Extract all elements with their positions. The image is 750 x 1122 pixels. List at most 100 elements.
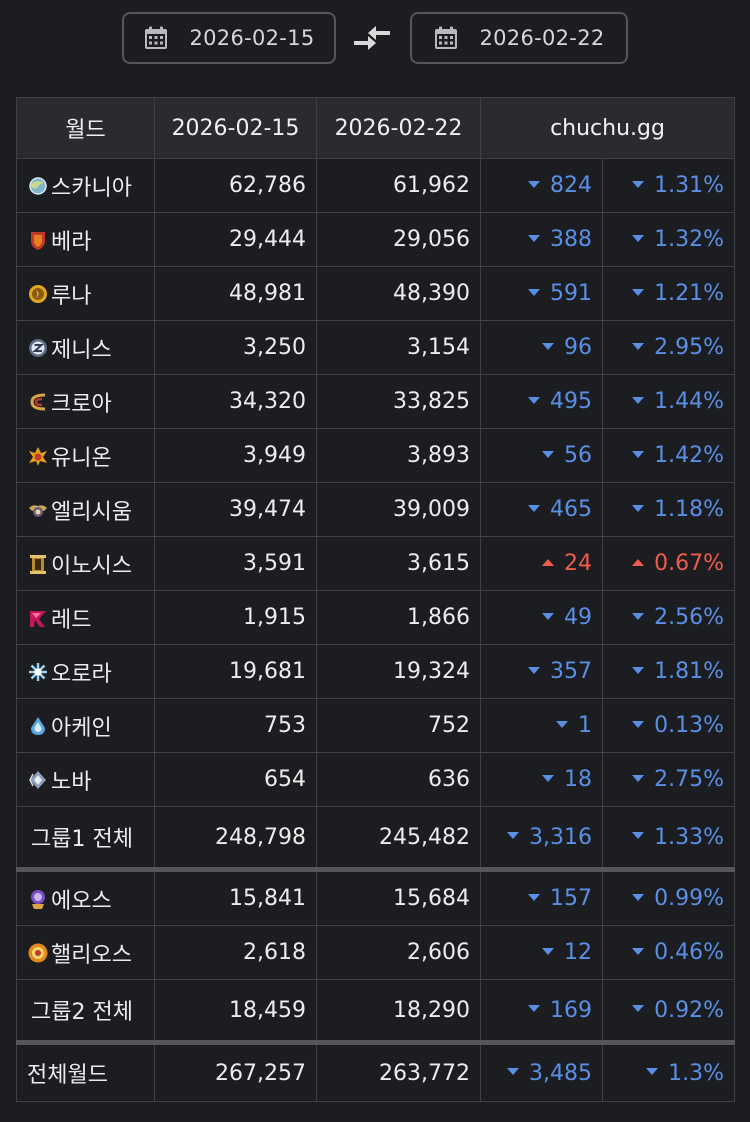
world-name: 루나 <box>51 283 92 309</box>
change-percent-value: 0.99% <box>654 886 725 911</box>
end-date-label: 2026-02-22 <box>479 26 605 50</box>
change-percent: 0.92% <box>601 979 736 1043</box>
croa-world-icon <box>30 393 46 410</box>
caret-down-icon <box>507 832 520 839</box>
count-from: 3,949 <box>154 428 317 483</box>
caret-down-icon <box>632 288 645 296</box>
helios-world-icon <box>28 943 48 962</box>
change-count: 495 <box>480 374 603 429</box>
caret-down-icon <box>556 720 568 728</box>
table-row: 제니스 3,250 3,154 96 2.95% <box>16 320 736 375</box>
change-percent: 2.56% <box>601 590 736 645</box>
count-to: 29,056 <box>316 212 481 267</box>
change-percent-value: 0.46% <box>654 940 725 965</box>
count-from: 48,981 <box>154 266 317 321</box>
world-population-table: 월드 2026-02-15 2026-02-22 chuchu.gg 스카니아 6… <box>16 97 736 1102</box>
world-cell: 크로아 <box>16 374 155 429</box>
caret-down-icon <box>632 720 645 728</box>
caret-down-icon <box>528 180 540 188</box>
caret-down-icon <box>542 947 554 955</box>
change-count-value: 495 <box>550 389 592 414</box>
world-cell: 레드 <box>16 590 155 645</box>
table-row: 스카니아 62,786 61,962 824 1.31% <box>16 158 736 213</box>
arcane-world-icon <box>31 716 45 735</box>
change-percent: 2.95% <box>601 320 736 375</box>
eos-world-icon <box>31 889 45 909</box>
change-percent: 1.42% <box>601 428 736 483</box>
count-to: 3,154 <box>316 320 481 375</box>
table-row: 유니온 3,949 3,893 56 1.42% <box>16 428 736 483</box>
table-row: 핼리오스 2,618 2,606 12 0.46% <box>16 925 736 980</box>
caret-down-icon <box>542 612 554 620</box>
caret-down-icon <box>528 893 540 901</box>
table-row: 아케인 753 752 1 0.13% <box>16 698 736 753</box>
count-from: 18,459 <box>154 979 317 1043</box>
caret-down-icon <box>542 450 554 458</box>
change-count-value: 18 <box>564 767 592 792</box>
change-percent-value: 0.67% <box>654 551 725 576</box>
world-name: 이노시스 <box>51 553 132 579</box>
change-percent: 1.33% <box>601 806 736 870</box>
change-percent-value: 2.56% <box>654 605 725 630</box>
table-row: 루나 48,981 48,390 591 1.21% <box>16 266 736 321</box>
change-percent: 2.75% <box>601 752 736 807</box>
zenith-world-icon <box>29 338 47 357</box>
caret-down-icon <box>528 504 540 512</box>
world-name: 핼리오스 <box>51 942 132 968</box>
count-from: 267,257 <box>154 1040 317 1102</box>
change-count-value: 3,316 <box>529 824 592 850</box>
change-percent-value: 1.32% <box>654 227 725 252</box>
change-percent-value: 2.75% <box>654 767 725 792</box>
count-to: 752 <box>316 698 481 753</box>
change-count: 1 <box>480 698 603 753</box>
count-from: 1,915 <box>154 590 317 645</box>
change-count-value: 56 <box>564 443 592 468</box>
swap-arrows-icon[interactable] <box>352 24 392 54</box>
caret-down-icon <box>632 504 645 512</box>
caret-down-icon <box>528 234 540 242</box>
change-count: 3,485 <box>480 1040 603 1102</box>
header-date-from: 2026-02-15 <box>154 97 317 159</box>
table-row: 이노시스 3,591 3,615 24 0.67% <box>16 536 736 591</box>
caret-down-icon <box>542 774 554 782</box>
count-from: 2,618 <box>154 925 317 980</box>
caret-down-icon <box>632 774 645 782</box>
table-row: 베라 29,444 29,056 388 1.32% <box>16 212 736 267</box>
count-from: 3,591 <box>154 536 317 591</box>
change-count: 56 <box>480 428 603 483</box>
start-date-button[interactable]: 2026-02-15 <box>122 12 336 64</box>
caret-down-icon <box>632 234 645 242</box>
count-from: 3,250 <box>154 320 317 375</box>
caret-down-icon <box>528 1005 540 1012</box>
table-row: 엘리시움 39,474 39,009 465 1.18% <box>16 482 736 537</box>
change-count-value: 465 <box>550 497 592 522</box>
world-name: 노바 <box>51 769 92 795</box>
end-date-button[interactable]: 2026-02-22 <box>410 12 628 64</box>
caret-down-icon <box>646 1068 659 1075</box>
world-cell: 아케인 <box>16 698 155 753</box>
change-count-value: 12 <box>564 940 592 965</box>
caret-down-icon <box>632 666 645 674</box>
caret-up-icon <box>632 558 645 566</box>
change-count-value: 824 <box>550 173 592 198</box>
change-count-value: 591 <box>550 281 592 306</box>
change-count: 169 <box>480 979 603 1043</box>
change-count: 388 <box>480 212 603 267</box>
count-to: 15,684 <box>316 867 481 926</box>
change-percent-value: 1.81% <box>654 659 725 684</box>
caret-down-icon <box>632 893 645 901</box>
change-percent: 1.31% <box>601 158 736 213</box>
world-name: 크로아 <box>51 391 112 417</box>
count-from: 29,444 <box>154 212 317 267</box>
change-count: 18 <box>480 752 603 807</box>
change-count-value: 1 <box>578 713 592 738</box>
change-percent: 1.81% <box>601 644 736 699</box>
table-header-row: 월드 2026-02-15 2026-02-22 chuchu.gg <box>16 97 736 159</box>
count-from: 39,474 <box>154 482 317 537</box>
nova-world-icon <box>29 770 46 789</box>
caret-down-icon <box>632 832 645 839</box>
world-name: 스카니아 <box>51 175 132 201</box>
count-to: 39,009 <box>316 482 481 537</box>
change-count: 591 <box>480 266 603 321</box>
change-count-value: 157 <box>550 886 592 911</box>
